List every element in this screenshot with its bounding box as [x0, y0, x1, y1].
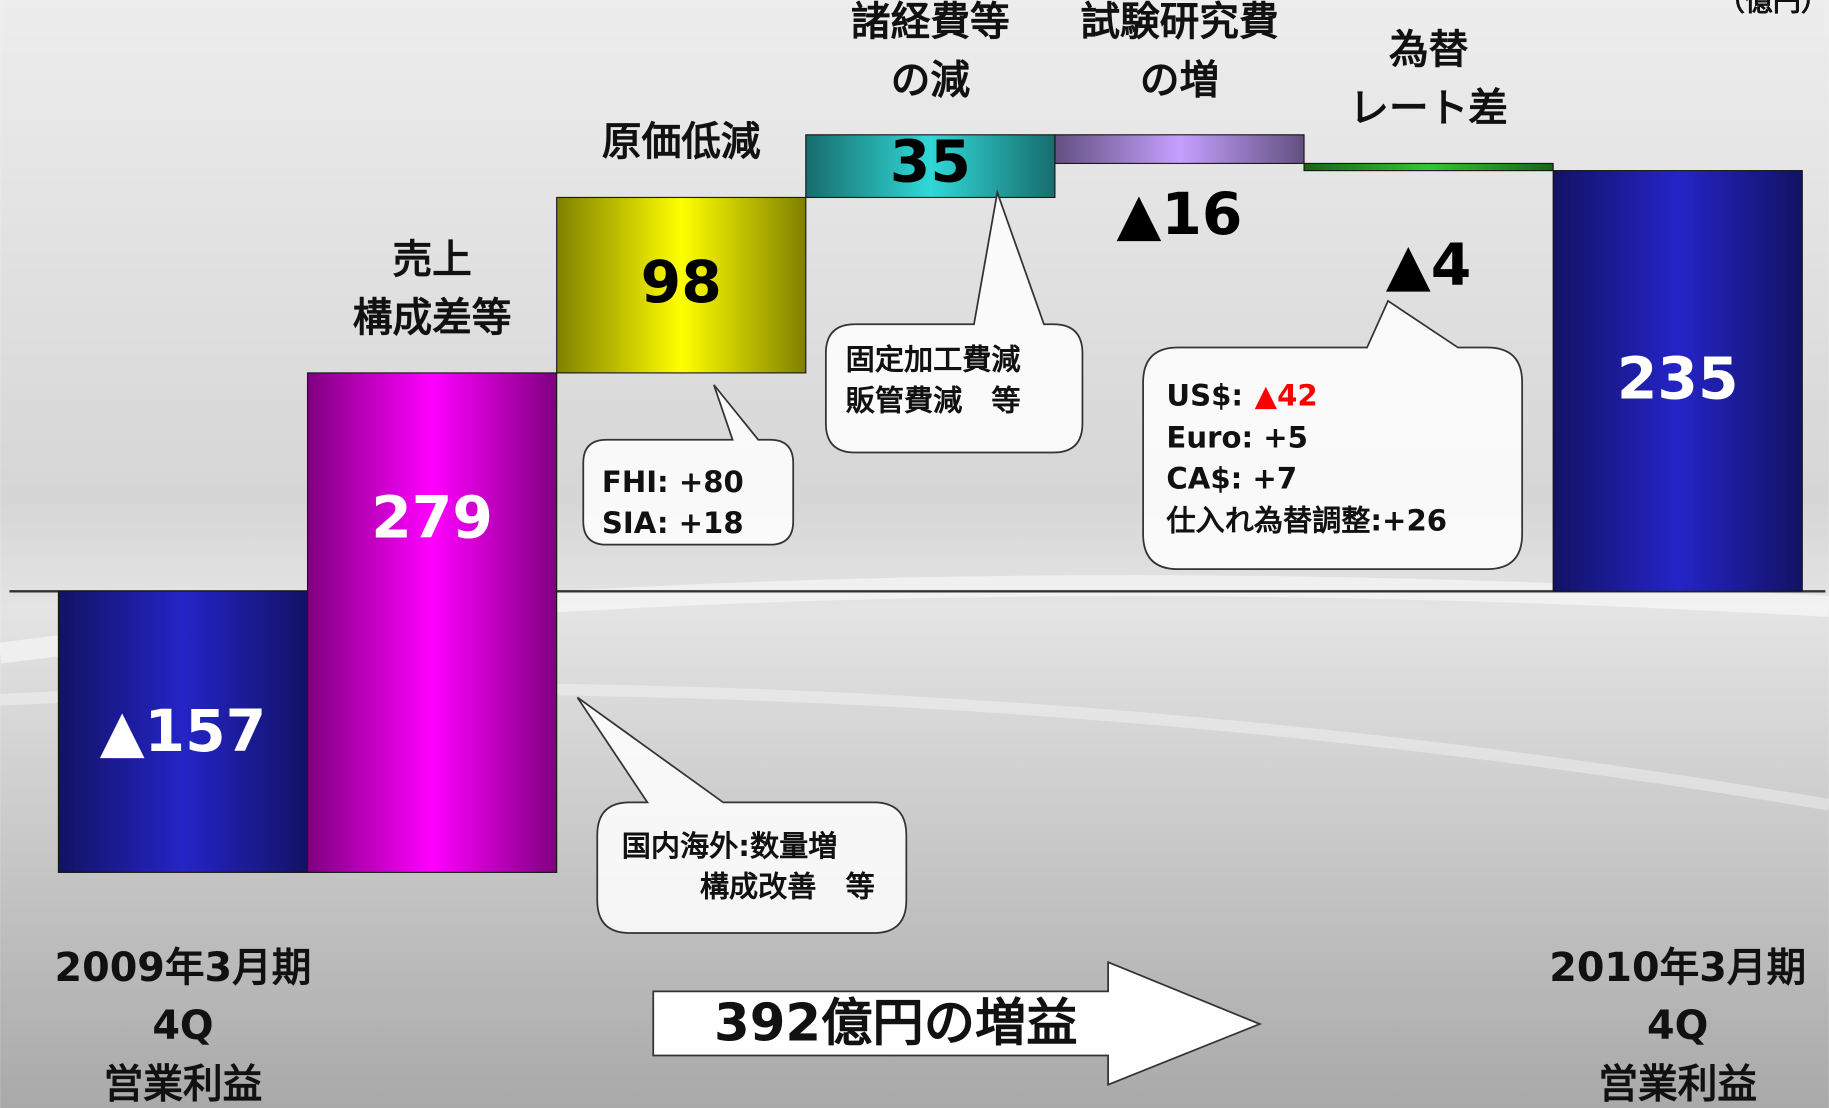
value-label: ▲4: [1386, 230, 1471, 298]
callout-text: 販管費減 等: [846, 383, 1021, 417]
value-label: 98: [641, 248, 722, 316]
category-text: 為替 レート差: [1281, 21, 1577, 138]
callout-text: CA$: +7: [1166, 462, 1297, 496]
value-label: 235: [1617, 345, 1739, 413]
callout-text: 固定加工費減: [846, 343, 1021, 377]
callout-text: 構成改善 等: [700, 870, 875, 904]
category-label: 為替 レート差: [1281, 21, 1577, 138]
chart: 392億円の増益 （億円） ▲157 2009年3月期 4Q 営業利益 279 売上 …: [0, 0, 1829, 1108]
value-label: ▲157: [100, 697, 267, 765]
category-text: 2009年3月期 4Q 営業利益: [23, 939, 342, 1108]
bar-shade: [308, 373, 557, 872]
bar-shade: [1304, 163, 1553, 170]
unit-label: （億円）: [1717, 0, 1829, 17]
category-label: 2009年3月期 4Q 営業利益: [23, 939, 342, 1108]
callout-text: Euro: +5: [1166, 421, 1308, 455]
summary-text: 392億円の増益: [714, 993, 1078, 1053]
callout-text: 国内海外:数量増: [622, 829, 838, 863]
category-text: 2010年3月期 4Q 営業利益: [1518, 939, 1829, 1108]
callout-highlight: ▲42: [1255, 379, 1318, 413]
callout-text: US$: ▲42: [1166, 379, 1317, 413]
category-label: 2010年3月期 4Q 営業利益: [1518, 939, 1829, 1108]
bar-shade: [1055, 135, 1304, 164]
callout-text: FHI: +80: [602, 465, 744, 499]
callout-key: US$:: [1166, 379, 1243, 413]
callout-text: SIA: +18: [602, 506, 744, 540]
category-text: 原価低減: [533, 113, 829, 171]
category-label: 原価低減: [533, 113, 829, 171]
value-label: 35: [890, 128, 971, 196]
page: {"chart_data": {"type": "waterfall", "un…: [0, 0, 1829, 1108]
value-label: ▲16: [1117, 180, 1243, 248]
value-label: 279: [371, 483, 493, 551]
callout-text: 仕入れ為替調整:+26: [1165, 504, 1447, 538]
category-text: 売上 構成差等: [284, 231, 580, 348]
category-label: 売上 構成差等: [284, 231, 580, 348]
